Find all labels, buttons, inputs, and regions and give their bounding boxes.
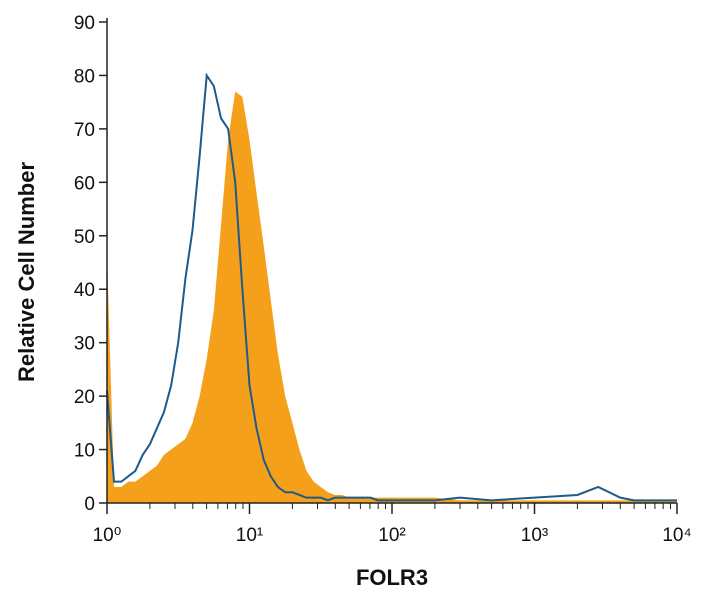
x-axis-title: FOLR3 xyxy=(356,565,428,590)
y-tick-label: 20 xyxy=(74,387,95,408)
y-axis-title: Relative Cell Number xyxy=(14,162,39,383)
x-tick-label: 10³ xyxy=(521,525,548,546)
y-tick-label: 70 xyxy=(74,120,95,141)
y-tick-label: 50 xyxy=(74,227,95,248)
x-tick-label: 10⁰ xyxy=(93,525,122,546)
y-tick-label: 60 xyxy=(74,173,95,194)
x-tick-label: 10¹ xyxy=(236,525,263,546)
y-tick-label: 10 xyxy=(74,441,95,462)
x-tick-label: 10² xyxy=(378,525,405,546)
y-tick-label: 40 xyxy=(74,280,95,301)
y-tick-label: 0 xyxy=(84,494,95,515)
y-tick-label: 90 xyxy=(74,13,95,34)
outline-histogram xyxy=(106,72,677,502)
y-tick-label: 30 xyxy=(74,334,95,355)
filled-histogram xyxy=(107,91,677,503)
x-tick-label: 10⁴ xyxy=(662,525,691,546)
y-tick-label: 80 xyxy=(74,66,95,87)
